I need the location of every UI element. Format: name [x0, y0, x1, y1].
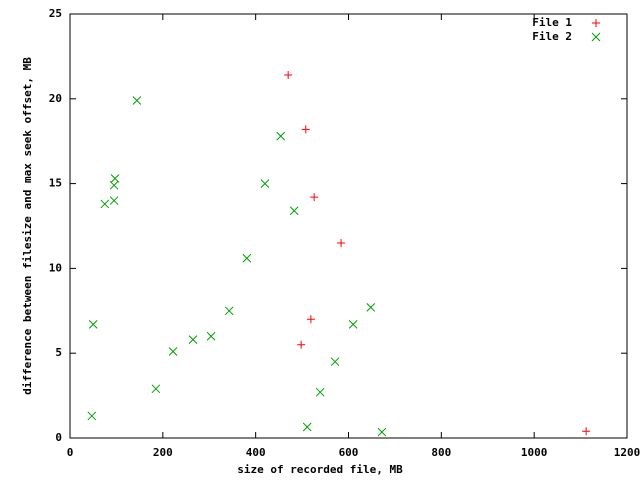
point — [310, 193, 319, 202]
y-tick-label: 20 — [49, 92, 62, 105]
point — [302, 422, 312, 432]
y-tick-label: 10 — [49, 261, 62, 274]
point — [337, 238, 346, 247]
x-tick-label: 1200 — [614, 446, 640, 459]
point — [109, 196, 119, 205]
x-tick-label: 200 — [153, 446, 173, 459]
point — [315, 387, 325, 397]
point — [260, 179, 270, 188]
point — [224, 306, 234, 316]
point — [284, 71, 293, 80]
point — [301, 125, 310, 134]
y-axis-label: difference between filesize and max seek… — [21, 57, 34, 395]
plot-frame — [69, 13, 628, 439]
x-tick-label: 800 — [431, 446, 451, 459]
point — [87, 411, 97, 421]
legend-marker — [591, 32, 601, 42]
point — [377, 427, 387, 437]
x-axis-label: size of recorded file, MB — [237, 463, 403, 476]
point — [109, 180, 119, 190]
y-tick-label: 25 — [49, 7, 62, 20]
point — [132, 96, 142, 105]
point — [297, 340, 306, 349]
point — [582, 427, 591, 436]
x-tick-label: 1000 — [521, 446, 548, 459]
point — [289, 206, 299, 216]
y-tick-label: 5 — [55, 346, 62, 359]
y-tick-label: 15 — [49, 177, 62, 190]
legend-label: File 1 — [532, 16, 572, 29]
point — [242, 253, 252, 263]
point — [88, 320, 98, 329]
point — [151, 384, 161, 394]
y-tick-label: 0 — [55, 431, 62, 444]
point — [188, 335, 198, 344]
legend-marker — [592, 19, 600, 27]
point — [206, 331, 216, 341]
point — [366, 303, 376, 312]
point — [168, 347, 178, 356]
point — [348, 320, 358, 329]
x-tick-label: 600 — [339, 446, 359, 459]
legend-label: File 2 — [532, 30, 572, 43]
point — [276, 131, 286, 141]
x-tick-label: 400 — [246, 446, 266, 459]
point — [100, 199, 110, 209]
point — [330, 357, 340, 367]
point — [306, 315, 315, 324]
x-tick-label: 0 — [67, 446, 74, 459]
